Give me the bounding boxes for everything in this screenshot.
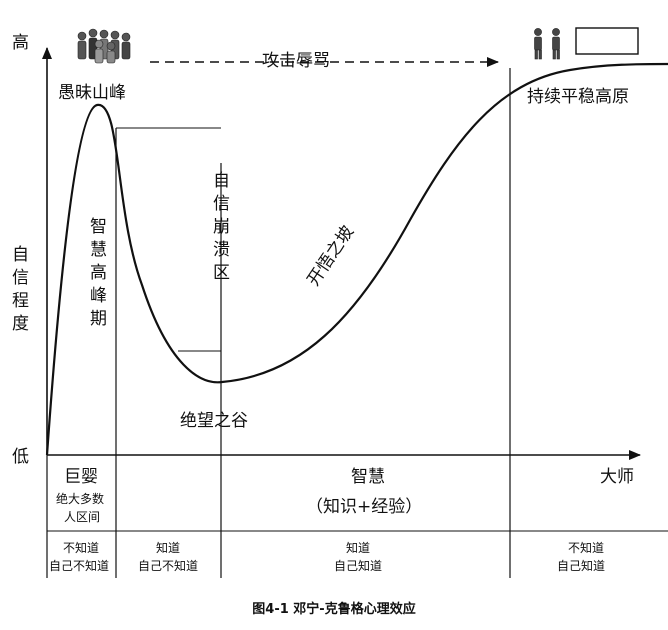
figure-caption: 图4-1 邓宁-克鲁格心理效应 [252,601,415,617]
collapse-zone-4: 溃 [213,240,230,260]
insult-label: 攻击辱骂 [262,51,330,71]
wisdom-peak-3: 高 [90,263,107,283]
peak-label: 愚昧山峰 [58,83,126,103]
knowledge-1-line-2: 自己不知道 [49,559,109,573]
y-high-label: 高 [12,33,29,53]
knowledge-3-line-2: 自己知道 [334,559,382,573]
wisdom-peak-4: 峰 [90,286,107,306]
knowledge-4-line-2: 自己知道 [557,559,605,573]
collapse-zone-5: 区 [213,263,230,283]
y-low-label: 低 [12,447,29,467]
pair-people-icon [534,28,560,60]
collapse-zone-3: 崩 [213,217,230,237]
collapse-zone-2: 信 [213,194,230,214]
placeholder-box [575,27,639,55]
wisdom-peak-5: 期 [90,309,107,329]
knowledge-4-line-1: 不知道 [568,541,604,555]
stage-baby-note-2: 人区间 [64,510,100,524]
stage-baby: 巨婴 [64,467,98,487]
crowd-icon [77,28,131,64]
knowledge-2-line-1: 知道 [156,541,180,555]
stage-master: 大师 [600,467,634,487]
collapse-zone-1: 自 [213,171,230,191]
stage-wisdom-note: （知识+经验） [306,497,422,517]
knowledge-2-line-2: 自己不知道 [138,559,198,573]
knowledge-1-line-1: 不知道 [63,541,99,555]
knowledge-3-line-1: 知道 [346,541,370,555]
y-title-1: 自 [12,245,29,265]
stage-wisdom: 智慧 [351,467,385,487]
y-title-2: 信 [12,268,29,288]
y-title-4: 度 [12,314,29,334]
wisdom-peak-2: 慧 [90,240,107,260]
slope-label: 开悟之坡 [304,222,359,290]
stage-baby-note-1: 绝大多数 [56,491,104,506]
y-title-3: 程 [12,291,29,311]
wisdom-peak-1: 智 [90,217,107,237]
confidence-curve [45,62,668,456]
valley-label: 绝望之谷 [180,411,248,431]
plateau-label: 持续平稳高原 [527,87,629,107]
